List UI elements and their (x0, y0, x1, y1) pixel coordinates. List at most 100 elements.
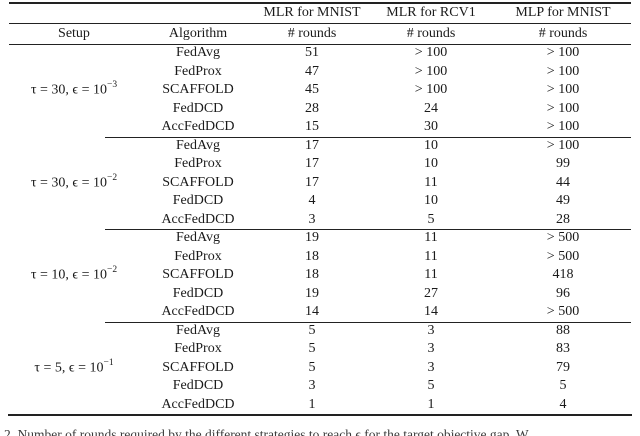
column-header-setup: Setup (58, 25, 90, 41)
setup-label: τ = 10, ϵ = 10−2 (30, 265, 118, 284)
rounds-value: > 100 (414, 63, 448, 79)
rounds-value: > 500 (546, 304, 580, 320)
table-row: τ = 30, ϵ = 10−2 FedAvg 17 10 > 100 (10, 137, 630, 190)
group-header-spacer (10, 2, 258, 23)
rounds-value: 15 (305, 119, 319, 135)
group-header-mlr-mnist: MLR for MNIST (263, 4, 361, 20)
rounds-value: 5 (427, 378, 435, 394)
rule-bottom (8, 413, 632, 416)
rounds-value: 27 (424, 285, 438, 301)
rounds-value: 5 (559, 378, 567, 394)
rounds-value: 88 (556, 322, 570, 338)
table-row: τ = 10, ϵ = 10−2 FedAvg 19 11 > 500 (10, 229, 630, 283)
rounds-value: 11 (424, 230, 438, 246)
column-header-algorithm: Algorithm (168, 25, 228, 41)
rounds-value: > 100 (414, 45, 448, 61)
algorithm-name: FedAvg (175, 137, 221, 153)
rounds-value: 24 (424, 100, 438, 116)
table-row: AccFedDCD 15 30 > 100 (10, 118, 630, 137)
table-row: FedProx 47 > 100 > 100 (10, 63, 630, 82)
setup-label: τ = 5, ϵ = 10−1 (34, 357, 114, 376)
rounds-value: 99 (556, 156, 570, 172)
rounds-value: 11 (424, 248, 438, 264)
table-row: FedDCD 19 27 96 (10, 285, 630, 304)
rounds-value: 10 (424, 137, 438, 153)
algorithm-name: FedDCD (172, 193, 224, 209)
table-row: τ = 5, ϵ = 10−1 FedAvg 5 3 88 (10, 322, 630, 375)
table-row: FedDCD 4 10 49 (10, 192, 630, 211)
algorithm-name: AccFedDCD (161, 119, 235, 135)
rounds-value: > 100 (546, 137, 580, 153)
algorithm-name: FedProx (174, 156, 222, 172)
rounds-value: 11 (424, 174, 438, 190)
table-row: AccFedDCD 3 5 28 (10, 211, 630, 230)
rounds-value: 5 (427, 211, 435, 227)
rounds-value: 79 (556, 359, 570, 375)
rounds-value: 5 (308, 322, 316, 338)
rounds-value: 11 (424, 267, 438, 283)
setup-label: τ = 30, ϵ = 10−3 (30, 80, 118, 99)
rounds-value: 5 (308, 359, 316, 375)
rounds-value: > 100 (546, 63, 580, 79)
rounds-value: 5 (308, 341, 316, 357)
rounds-value: 3 (427, 341, 435, 357)
rounds-value: 17 (305, 156, 319, 172)
algorithm-name: FedDCD (172, 100, 224, 116)
rounds-value: 28 (556, 211, 570, 227)
algorithm-name: FedDCD (172, 378, 224, 394)
rounds-value: 96 (556, 285, 570, 301)
rounds-value: > 100 (546, 100, 580, 116)
rounds-value: 14 (305, 304, 319, 320)
rounds-value: > 100 (546, 119, 580, 135)
rule-block-separator-3 (105, 321, 631, 323)
group-header-mlp-mnist: MLP for MNIST (515, 4, 611, 20)
rounds-value: > 100 (414, 82, 448, 98)
group-header-row: MLR for MNIST MLR for RCV1 MLP for MNIST (10, 2, 630, 23)
table-row: SCAFFOLD 5 3 79 (10, 359, 630, 378)
rounds-value: 18 (305, 248, 319, 264)
algorithm-name: FedDCD (172, 285, 224, 301)
algorithm-name: FedProx (174, 63, 222, 79)
rounds-value: 418 (552, 267, 574, 283)
rounds-value: 44 (556, 174, 570, 190)
rounds-value: > 100 (546, 45, 580, 61)
table-row: AccFedDCD 14 14 > 500 (10, 303, 630, 322)
group-header-mlr-rcv1: MLR for RCV1 (386, 4, 476, 20)
table-caption: 2. Number of rounds required by the diff… (4, 427, 529, 436)
setup-label: τ = 30, ϵ = 10−2 (30, 172, 118, 191)
table-row: FedDCD 3 5 5 (10, 377, 630, 396)
rounds-value: 19 (305, 230, 319, 246)
rounds-value: 49 (556, 193, 570, 209)
rule-under-column-headers (9, 43, 631, 45)
rule-block-separator-2 (105, 229, 631, 230)
rounds-value: 47 (305, 63, 319, 79)
algorithm-name: FedAvg (175, 322, 221, 338)
rounds-value: 3 (427, 322, 435, 338)
algorithm-name: FedProx (174, 341, 222, 357)
algorithm-name: AccFedDCD (161, 211, 235, 227)
algorithm-name: FedAvg (175, 230, 221, 246)
algorithm-name: SCAFFOLD (162, 82, 234, 98)
algorithm-name: FedAvg (175, 45, 221, 61)
column-header-row: Setup Algorithm # rounds # rounds # roun… (10, 23, 630, 44)
algorithm-name: FedProx (174, 248, 222, 264)
column-header-rounds-1: # rounds (287, 25, 337, 41)
column-header-rounds-3: # rounds (538, 25, 588, 41)
table-row: τ = 30, ϵ = 10−3 FedAvg 51 > 100 > 100 (10, 44, 630, 98)
table-row: FedProx 17 10 99 (10, 155, 630, 174)
algorithm-name: SCAFFOLD (162, 174, 234, 190)
rounds-value: 51 (305, 45, 319, 61)
rounds-value: 83 (556, 341, 570, 357)
rule-under-group-headers (9, 23, 631, 24)
algorithm-name: AccFedDCD (161, 396, 235, 412)
table-row: FedDCD 28 24 > 100 (10, 100, 630, 119)
rounds-value: 18 (305, 267, 319, 283)
rounds-value: > 100 (546, 82, 580, 98)
table-row: SCAFFOLD 18 11 418 (10, 266, 630, 285)
rounds-value: 1 (427, 396, 435, 412)
rounds-value: 28 (305, 100, 319, 116)
table-body: τ = 30, ϵ = 10−3 FedAvg 51 > 100 > 100 FedPro… (10, 44, 630, 414)
table-row: FedProx 5 3 83 (10, 340, 630, 359)
rounds-value: 3 (427, 359, 435, 375)
